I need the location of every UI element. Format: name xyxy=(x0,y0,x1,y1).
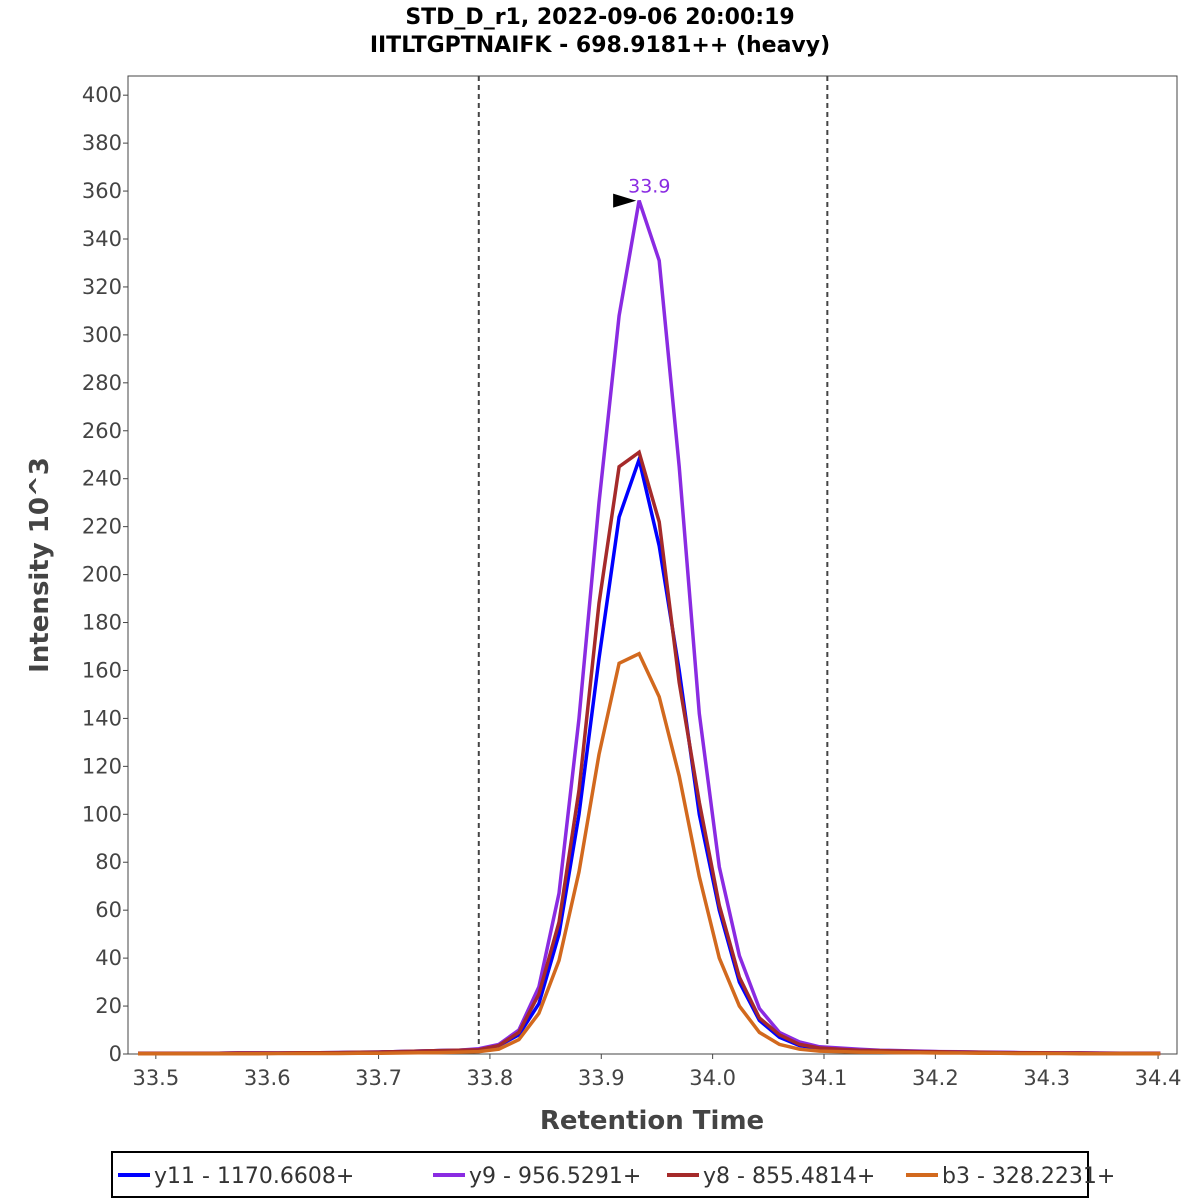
y-axis-title: Intensity 10^3 xyxy=(25,457,55,673)
x-tick-label: 34.4 xyxy=(1135,1066,1182,1090)
x-tick-label: 33.8 xyxy=(467,1066,514,1090)
x-tick-label: 34.1 xyxy=(801,1066,848,1090)
y-tick-label: 40 xyxy=(95,946,122,970)
x-tick-label: 34.3 xyxy=(1023,1066,1070,1090)
y-tick-label: 60 xyxy=(95,898,122,922)
series-line-b3 xyxy=(138,651,1161,1056)
legend-label: y9 - 956.5291+ xyxy=(469,1164,641,1189)
x-tick-label: 33.9 xyxy=(578,1066,625,1090)
x-axis-title: Retention Time xyxy=(540,1106,764,1136)
y-tick-label: 380 xyxy=(82,131,122,155)
y-tick-label: 280 xyxy=(82,371,122,395)
y-tick-label: 340 xyxy=(82,227,122,251)
y-tick-label: 400 xyxy=(82,83,122,107)
y-tick-label: 120 xyxy=(82,754,122,778)
x-tick-label: 34.2 xyxy=(912,1066,959,1090)
chart-title: STD_D_r1, 2022-09-06 20:00:19 xyxy=(405,5,794,30)
y-tick-label: 360 xyxy=(82,179,122,203)
x-tick-label: 33.6 xyxy=(244,1066,291,1090)
legend-label: y11 - 1170.6608+ xyxy=(154,1164,354,1189)
y-tick-label: 100 xyxy=(82,802,122,826)
y-tick-label: 240 xyxy=(82,467,122,491)
x-tick-label: 34.0 xyxy=(689,1066,736,1090)
y-tick-label: 200 xyxy=(82,563,122,587)
x-tick-label: 33.7 xyxy=(355,1066,402,1090)
peak-arrow-icon xyxy=(613,193,637,208)
x-tick-label: 33.5 xyxy=(132,1066,179,1090)
legend-label: b3 - 328.2231+ xyxy=(942,1164,1115,1189)
legend-label: y8 - 855.4814+ xyxy=(703,1164,875,1189)
plot-area xyxy=(127,75,1178,1055)
y-tick-label: 220 xyxy=(82,515,122,539)
legend: y11 - 1170.6608+ y9 - 956.5291+ y8 - 855.4… xyxy=(111,1151,1115,1198)
chart-subtitle: IITLTGPTNAIFK - 698.9181++ (heavy) xyxy=(370,33,830,58)
y-tick-label: 260 xyxy=(82,419,122,443)
y-tick-label: 140 xyxy=(82,706,122,730)
legend-box xyxy=(111,1151,1089,1198)
y-tick-label: 300 xyxy=(82,323,122,347)
y-tick-label: 80 xyxy=(95,850,122,874)
y-tick-label: 20 xyxy=(95,994,122,1018)
y-tick-label: 180 xyxy=(82,611,122,635)
y-tick-label: 0 xyxy=(109,1042,122,1066)
y-tick-label: 160 xyxy=(82,658,122,682)
peak-label: 33.9 xyxy=(628,176,670,198)
y-tick-label: 320 xyxy=(82,275,122,299)
